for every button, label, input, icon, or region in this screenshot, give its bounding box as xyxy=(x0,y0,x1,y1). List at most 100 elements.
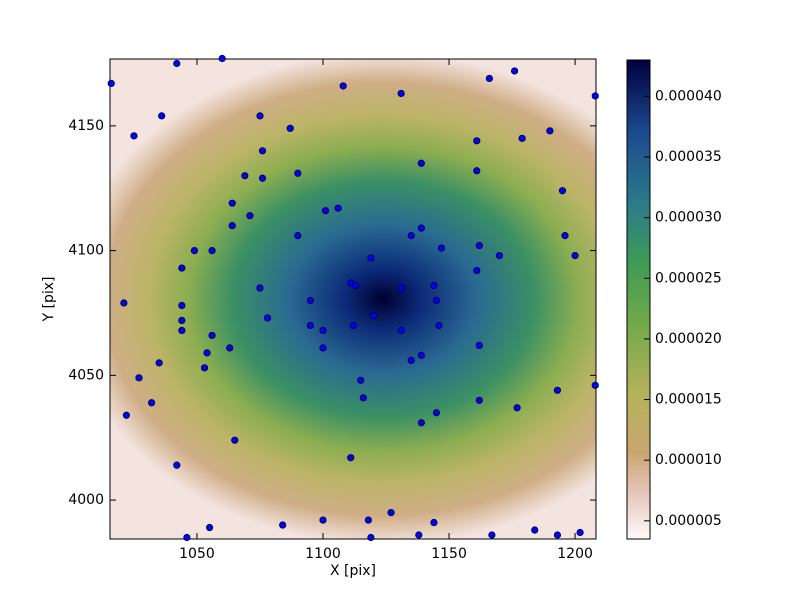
y-axis-label: Y [pix] xyxy=(41,277,57,323)
scatter-point xyxy=(518,134,526,142)
scatter-point xyxy=(263,314,272,322)
x-tick-label: 1200 xyxy=(557,546,593,562)
scatter-point xyxy=(417,159,425,167)
scatter-point xyxy=(576,528,584,537)
scatter-point xyxy=(488,531,496,539)
scatter-point xyxy=(571,251,579,260)
scatter-point xyxy=(558,187,567,195)
y-tick-label: 4100 xyxy=(68,243,104,259)
scatter-point xyxy=(561,232,569,240)
scatter-point xyxy=(208,331,216,340)
colorbar-tick-label: 0.000035 xyxy=(655,149,722,165)
scatter-point xyxy=(258,174,267,182)
scatter-point xyxy=(473,137,481,145)
scatter-point xyxy=(155,359,163,367)
scatter-point xyxy=(279,521,287,529)
scatter-point xyxy=(205,523,214,532)
scatter-point xyxy=(432,409,441,417)
scatter-point xyxy=(473,266,481,275)
scatter-point xyxy=(347,454,355,462)
scatter-point xyxy=(286,124,294,132)
scatter-point xyxy=(475,242,483,250)
scatter-point xyxy=(364,516,372,524)
scatter-point xyxy=(473,167,481,175)
scatter-point xyxy=(359,394,367,402)
scatter-point xyxy=(130,132,138,140)
scatter-point xyxy=(178,316,186,325)
scatter-point xyxy=(218,54,226,63)
colorbar-tick-label: 0.000015 xyxy=(655,392,722,408)
scatter-point xyxy=(437,244,446,252)
scatter-point xyxy=(352,281,360,290)
scatter-point xyxy=(510,67,519,75)
scatter-point xyxy=(258,147,267,155)
scatter-point xyxy=(430,281,438,290)
x-axis-label: X [pix] xyxy=(330,563,376,579)
scatter-point xyxy=(203,349,211,357)
scatter-point xyxy=(178,326,186,335)
plot-frame xyxy=(109,58,597,540)
scatter-point xyxy=(415,531,423,539)
scatter-point xyxy=(369,311,378,320)
scatter-point xyxy=(546,127,554,135)
scatter-point xyxy=(430,518,438,527)
scatter-point xyxy=(417,351,425,359)
scatter-point xyxy=(246,212,254,220)
scatter-point xyxy=(387,508,395,517)
colorbar xyxy=(626,59,651,540)
scatter-point xyxy=(190,247,199,255)
scatter-point xyxy=(319,516,327,524)
scatter-point xyxy=(306,321,314,330)
scatter-point xyxy=(367,533,375,542)
scatter-point xyxy=(349,321,357,330)
scatter-point xyxy=(231,436,239,444)
scatter-point xyxy=(432,296,441,305)
scatter-point xyxy=(475,396,483,404)
scatter-point xyxy=(475,341,483,350)
scatter-point xyxy=(178,264,186,272)
scatter-point xyxy=(321,207,330,215)
x-tick-label: 1100 xyxy=(305,546,341,562)
x-tick-label: 1150 xyxy=(431,546,467,562)
y-tick-label: 4050 xyxy=(68,367,104,383)
scatter-point xyxy=(339,82,347,90)
scatter-point xyxy=(435,321,443,330)
scatter-point xyxy=(135,374,143,382)
scatter-point xyxy=(553,386,562,394)
scatter-point xyxy=(122,411,130,419)
x-tick-label: 1050 xyxy=(179,546,215,562)
scatter-point xyxy=(183,533,191,542)
scatter-point xyxy=(294,169,302,177)
scatter-point xyxy=(531,526,539,534)
scatter-point xyxy=(367,254,375,262)
scatter-point xyxy=(256,112,264,120)
scatter-point xyxy=(306,296,314,305)
scatter-point xyxy=(173,59,181,68)
scatter-point xyxy=(417,419,425,427)
scatter-point xyxy=(591,381,599,389)
scatter-point xyxy=(147,399,156,407)
scatter-point xyxy=(120,299,128,307)
scatter-point xyxy=(397,89,405,98)
scatter-point xyxy=(591,92,599,100)
scatter-point xyxy=(397,284,405,292)
scatter-point xyxy=(334,204,342,212)
colorbar-tick-label: 0.000030 xyxy=(655,210,722,226)
scatter-point xyxy=(241,172,249,180)
scatter-point xyxy=(319,344,327,352)
scatter-point xyxy=(319,326,327,335)
scatter-point xyxy=(228,199,236,207)
scatter-point xyxy=(294,232,302,240)
scatter-point xyxy=(178,301,186,310)
scatter-point xyxy=(173,461,181,469)
scatter-point xyxy=(495,251,504,260)
colorbar-tick-label: 0.000010 xyxy=(655,452,722,468)
scatter-point xyxy=(397,326,405,335)
scatter-point xyxy=(485,74,493,83)
colorbar-tick-label: 0.000020 xyxy=(655,331,722,347)
colorbar-tick-label: 0.000040 xyxy=(655,88,722,104)
scatter-point xyxy=(256,284,264,292)
scatter-point xyxy=(228,222,236,230)
